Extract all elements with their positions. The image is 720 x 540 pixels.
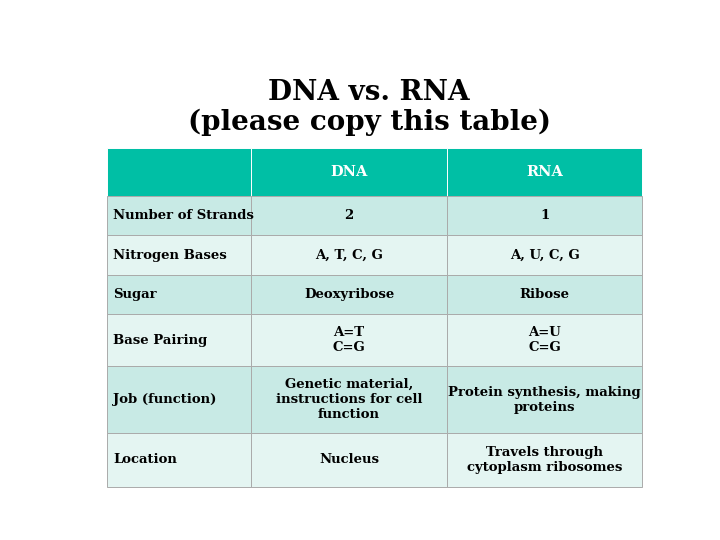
Bar xyxy=(107,275,251,314)
Bar xyxy=(447,275,642,314)
Bar xyxy=(447,433,642,487)
Bar xyxy=(251,196,447,235)
Text: A=T
C=G: A=T C=G xyxy=(333,326,366,354)
Bar xyxy=(447,366,642,433)
Text: A, T, C, G: A, T, C, G xyxy=(315,248,383,261)
Text: Protein synthesis, making
proteins: Protein synthesis, making proteins xyxy=(449,386,641,414)
Text: Location: Location xyxy=(114,453,177,467)
Text: DNA vs. RNA: DNA vs. RNA xyxy=(268,79,470,106)
Text: Deoxyribose: Deoxyribose xyxy=(304,288,395,301)
Text: 1: 1 xyxy=(540,209,549,222)
Text: Genetic material,
instructions for cell
function: Genetic material, instructions for cell … xyxy=(276,378,423,421)
Text: (please copy this table): (please copy this table) xyxy=(187,109,551,136)
Text: A, U, C, G: A, U, C, G xyxy=(510,248,580,261)
Bar xyxy=(447,148,642,196)
Bar xyxy=(107,196,251,235)
Bar xyxy=(107,314,251,366)
Text: A=U
C=G: A=U C=G xyxy=(528,326,561,354)
Text: Nitrogen Bases: Nitrogen Bases xyxy=(114,248,228,261)
Text: Travels through
cytoplasm ribosomes: Travels through cytoplasm ribosomes xyxy=(467,446,622,474)
Bar xyxy=(251,148,447,196)
Bar xyxy=(251,433,447,487)
Text: DNA: DNA xyxy=(330,165,368,179)
Bar xyxy=(251,275,447,314)
Bar xyxy=(251,235,447,275)
Text: Job (function): Job (function) xyxy=(114,393,217,406)
Text: Sugar: Sugar xyxy=(114,288,157,301)
Bar xyxy=(107,235,251,275)
Text: Base Pairing: Base Pairing xyxy=(114,334,207,347)
Bar xyxy=(447,314,642,366)
Text: Nucleus: Nucleus xyxy=(319,453,379,467)
Bar xyxy=(447,196,642,235)
Bar xyxy=(447,235,642,275)
Bar xyxy=(107,433,251,487)
Bar xyxy=(107,366,251,433)
Text: Ribose: Ribose xyxy=(520,288,570,301)
Text: RNA: RNA xyxy=(526,165,563,179)
Bar xyxy=(251,314,447,366)
Bar xyxy=(107,148,251,196)
Text: 2: 2 xyxy=(344,209,354,222)
Text: Number of Strands: Number of Strands xyxy=(114,209,254,222)
Bar xyxy=(251,366,447,433)
